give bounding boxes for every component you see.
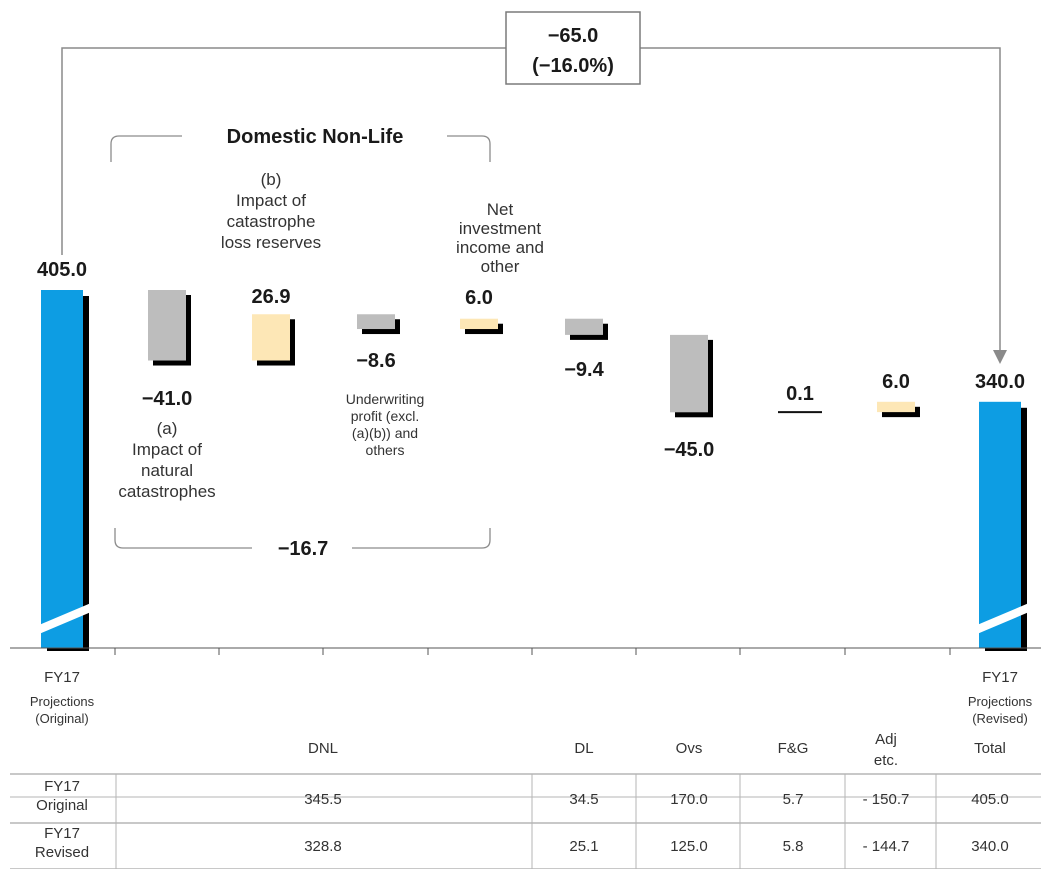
- axis-break-original: [39, 603, 91, 634]
- value-label-investment: 6.0: [465, 287, 493, 309]
- group-subtotal: −16.7: [278, 538, 329, 560]
- table-cell-0-0: 345.5: [304, 791, 342, 808]
- value-label-revised: 340.0: [975, 371, 1025, 393]
- table-cell-1-0: 328.8: [304, 838, 342, 855]
- group-bracket-bottom-right: [352, 528, 491, 549]
- total-change-box: [505, 11, 641, 85]
- value-label-dl: −9.4: [564, 359, 604, 381]
- label-cat-reserves-line-3: loss reserves: [221, 233, 321, 252]
- group-bracket-top-right: [447, 135, 491, 162]
- total-change-connector-left: [61, 47, 506, 255]
- table-cell-1-2: 125.0: [670, 838, 708, 855]
- table-header-adj-line-1: etc.: [874, 752, 898, 769]
- table-row-1-label-line-0: FY17: [44, 825, 80, 842]
- bar-natural_cat: [148, 290, 186, 361]
- bar-revised: [979, 401, 1021, 648]
- table-cell-1-1: 25.1: [569, 838, 598, 855]
- table-cell-1-4: - 144.7: [863, 838, 910, 855]
- value-label-original: 405.0: [37, 259, 87, 281]
- table-cell-1-3: 5.8: [783, 838, 804, 855]
- total-change-connector-right: [640, 47, 1001, 352]
- bar-cat_reserves: [252, 314, 290, 361]
- total-change-pct: (−16.0%): [532, 55, 614, 77]
- label-natural-cat-line-3: catastrophes: [118, 482, 215, 501]
- label-investment-line-2: income and: [456, 238, 544, 257]
- bar-underwriting: [357, 314, 395, 330]
- label-cat-reserves-line-2: catastrophe: [227, 212, 316, 231]
- label-natural-cat-line-0: (a): [157, 419, 178, 438]
- category-original-line-0: FY17: [44, 669, 80, 686]
- total-change-arrowhead: [993, 350, 1007, 364]
- group-bracket-bottom-left: [114, 528, 252, 549]
- label-cat-reserves-line-1: Impact of: [236, 191, 306, 210]
- table-cell-1-5: 340.0: [971, 838, 1009, 855]
- table-header-dnl: DNL: [308, 740, 338, 757]
- label-investment-line-0: Net: [487, 200, 514, 219]
- value-label-ovs: −45.0: [664, 439, 715, 461]
- total-change-value: −65.0: [548, 25, 599, 47]
- bar-original: [41, 290, 83, 648]
- table-cell-0-2: 170.0: [670, 791, 708, 808]
- table-row-0-label-line-1: Original: [36, 797, 88, 814]
- table-header-ovs: Ovs: [676, 740, 703, 757]
- category-revised-line-2: (Revised): [972, 711, 1028, 726]
- table-header-adj-line-0: Adj: [875, 731, 897, 748]
- label-investment-line-3: other: [481, 257, 520, 276]
- category-original-line-2: (Original): [35, 711, 88, 726]
- label-underwriting-line-3: others: [366, 442, 405, 458]
- label-investment-line-1: investment: [459, 219, 541, 238]
- category-revised-line-1: Projections: [968, 694, 1033, 709]
- axis-break-revised: [977, 603, 1029, 634]
- label-cat-reserves-line-0: (b): [261, 170, 282, 189]
- table-cell-0-1: 34.5: [569, 791, 598, 808]
- category-original-line-1: Projections: [30, 694, 95, 709]
- value-label-adj: 6.0: [882, 371, 910, 393]
- value-label-natural_cat: −41.0: [142, 388, 193, 410]
- bar-investment: [460, 318, 498, 330]
- table-cell-0-4: - 150.7: [863, 791, 910, 808]
- value-label-fg: 0.1: [786, 383, 814, 405]
- label-natural-cat-line-1: Impact of: [132, 440, 202, 459]
- value-label-underwriting: −8.6: [356, 350, 395, 372]
- bar-dl: [565, 318, 603, 335]
- table-cell-0-5: 405.0: [971, 791, 1009, 808]
- label-underwriting-line-1: profit (excl.: [351, 408, 419, 424]
- table-row-0-label-line-0: FY17: [44, 778, 80, 795]
- table-cell-0-3: 5.7: [783, 791, 804, 808]
- table-header-total: Total: [974, 740, 1006, 757]
- bar-ovs: [670, 334, 708, 413]
- table-row-1-label-line-1: Revised: [35, 844, 89, 861]
- value-label-cat_reserves: 26.9: [252, 286, 291, 308]
- label-underwriting-line-2: (a)(b)) and: [352, 425, 418, 441]
- bar-adj: [877, 401, 915, 413]
- label-natural-cat-line-2: natural: [141, 461, 193, 480]
- group-bracket-top-left: [110, 135, 182, 162]
- table-header-fg: F&G: [778, 740, 809, 757]
- category-revised-line-0: FY17: [982, 669, 1018, 686]
- table-header-dl: DL: [574, 740, 593, 757]
- label-underwriting-line-0: Underwriting: [346, 391, 425, 407]
- group-title: Domestic Non-Life: [227, 126, 404, 148]
